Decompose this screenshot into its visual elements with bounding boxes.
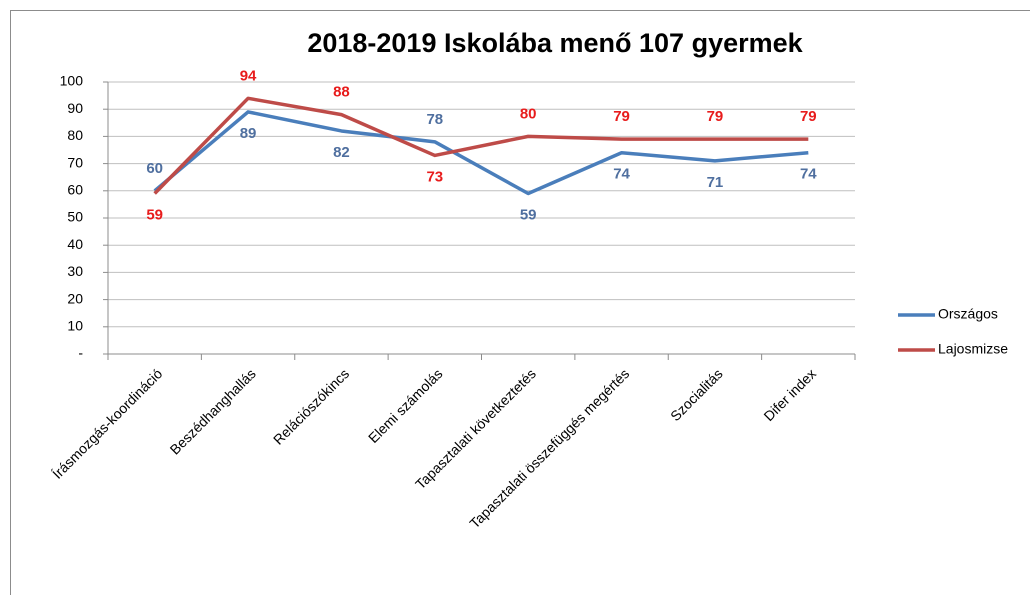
y-tick-label: 50 [67, 209, 83, 225]
chart-title: 2018-2019 Iskolába menő 107 gyermek [307, 28, 803, 58]
data-label: 74 [800, 166, 817, 183]
y-tick-label: 90 [67, 100, 83, 116]
y-tick-label: 60 [67, 182, 83, 198]
data-label: 79 [707, 108, 724, 125]
data-label: 60 [146, 160, 163, 177]
legend-label: Országos [938, 306, 998, 322]
x-tick-label: Difer index [760, 365, 819, 424]
data-label: 59 [146, 206, 163, 223]
frame [10, 10, 1030, 595]
line [153, 110, 809, 196]
data-label: 89 [240, 125, 257, 142]
data-label: 80 [520, 105, 537, 122]
y-tick-label: 80 [67, 127, 83, 143]
data-label: 88 [333, 84, 350, 101]
x-tick-label: Írásmozgás-koordináció [49, 365, 166, 482]
x-tick-label: Tapasztalati összefüggés megértés [466, 365, 632, 531]
data-label: 82 [333, 144, 350, 161]
data-label: 59 [520, 206, 537, 223]
y-tick-label: 20 [67, 290, 83, 306]
y-tick-label: 100 [60, 73, 84, 89]
x-tick-label: Elemi számolás [365, 365, 446, 446]
legend-label: Lajosmizse [938, 341, 1008, 357]
x-tick-label: Beszédhanghallás [167, 365, 259, 457]
data-label: 79 [613, 108, 630, 125]
data-label: 71 [707, 174, 724, 191]
data-label: 79 [800, 108, 817, 125]
line [153, 96, 809, 195]
y-tick-label: 10 [67, 318, 83, 334]
y-tick-label: 70 [67, 154, 83, 170]
x-tick-label: Relációszókincs [270, 365, 352, 447]
data-label: 94 [240, 67, 257, 84]
y-tick-label: 30 [67, 263, 83, 279]
data-label: 73 [426, 168, 443, 185]
y-tick-label: 40 [67, 236, 83, 252]
data-label: 74 [613, 166, 630, 183]
data-label: 78 [426, 111, 443, 128]
y-tick-label: - [78, 345, 83, 361]
x-tick-label: Szocialitás [667, 365, 726, 424]
